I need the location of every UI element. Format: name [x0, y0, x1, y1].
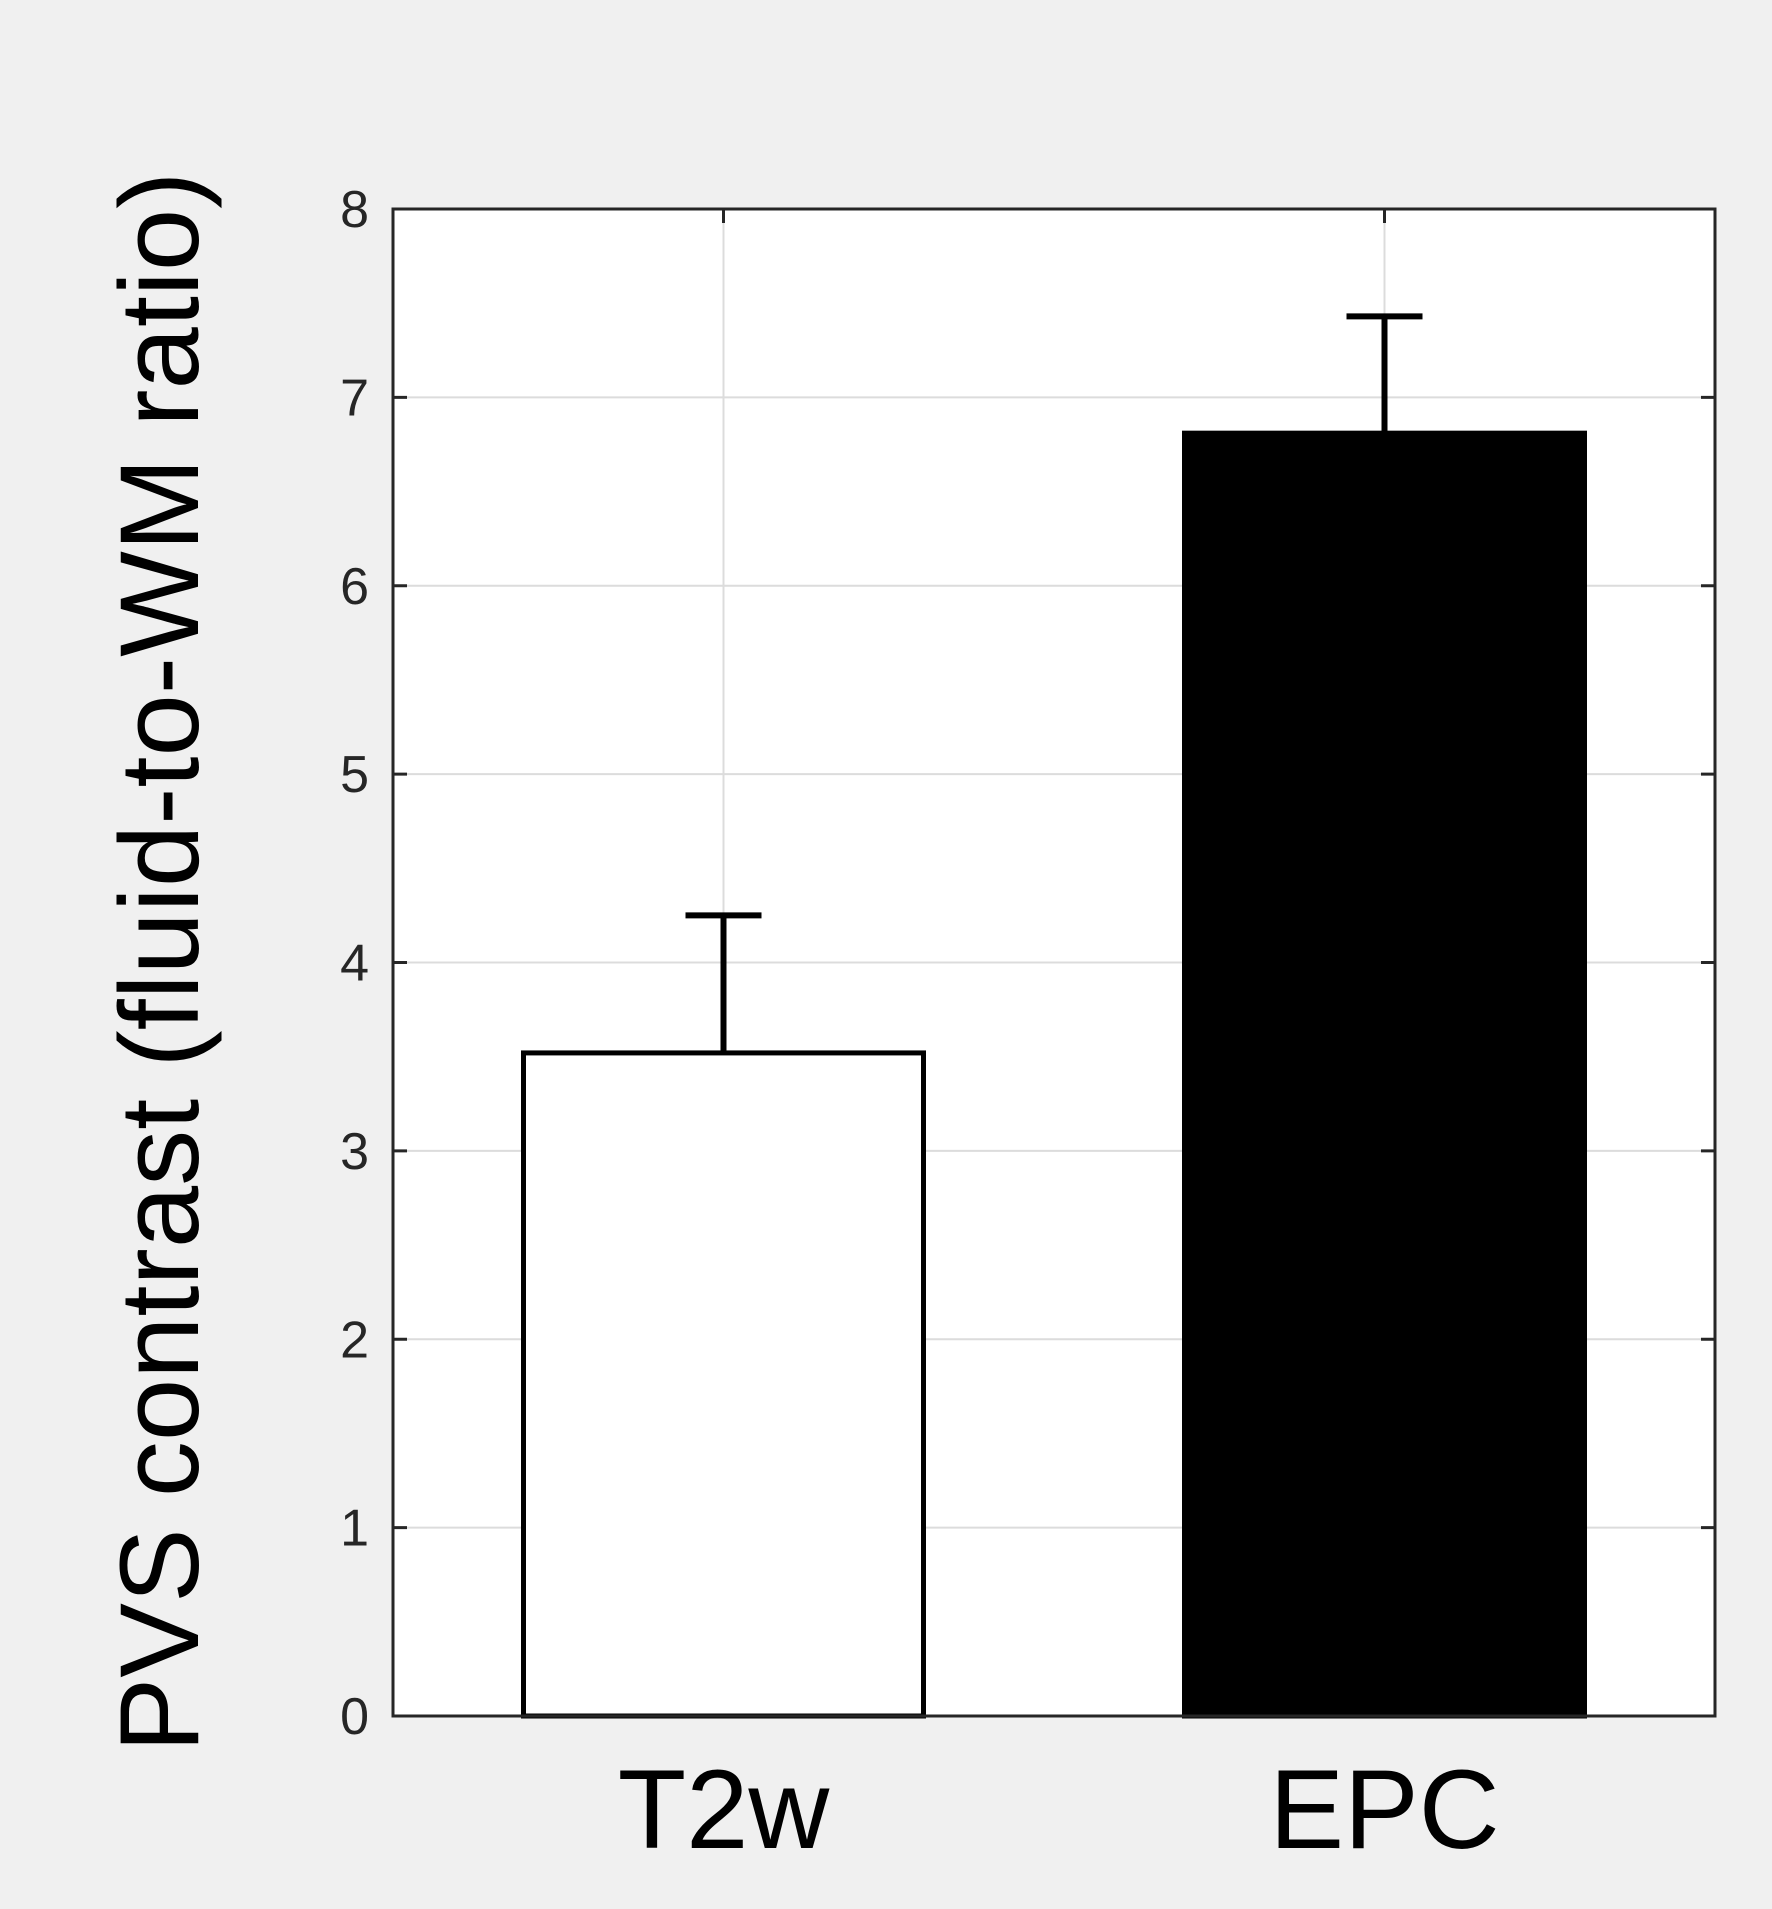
x-tick-labels: T2w EPC: [618, 1747, 1500, 1872]
y-axis-title: PVS contrast (fluid-to-WM ratio): [97, 172, 222, 1753]
x-tick-label: T2w: [618, 1747, 831, 1872]
x-tick-label: EPC: [1269, 1747, 1499, 1872]
error-bars: [685, 313, 1423, 1053]
y-tick-label: 2: [340, 1311, 369, 1369]
y-tick-label: 4: [340, 935, 369, 993]
y-tick-label: 8: [340, 181, 369, 239]
y-tick-labels: 0 1 2 3 4 5 6 7 8: [340, 181, 369, 1746]
y-tick-label: 3: [340, 1123, 369, 1181]
y-tick-label: 0: [340, 1688, 369, 1746]
y-tick-label: 5: [340, 746, 369, 804]
bar: [1182, 430, 1587, 1719]
bar: [521, 1050, 926, 1719]
axes-box: [391, 207, 1717, 1718]
y-tick-label: 6: [340, 558, 369, 616]
y-tick-label: 1: [340, 1500, 369, 1558]
y-tick-label: 7: [340, 369, 369, 427]
